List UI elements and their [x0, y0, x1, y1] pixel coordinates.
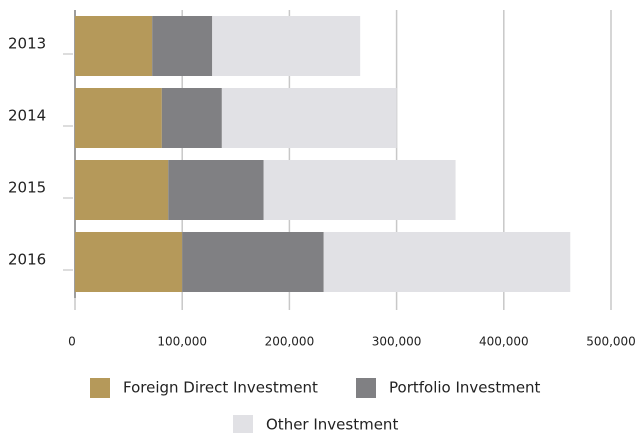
bar-segment: [161, 88, 222, 148]
y-tick-label: 2015: [8, 179, 46, 197]
x-tick-label: 400,000: [479, 335, 529, 349]
x-tick-label: 0: [68, 335, 76, 349]
legend-label: Portfolio Investment: [389, 379, 541, 397]
bar-segment: [168, 160, 264, 220]
bar-segment: [212, 16, 361, 76]
legend-swatch: [356, 378, 376, 398]
x-tick-label: 100,000: [157, 335, 207, 349]
x-tick-label: 300,000: [372, 335, 422, 349]
legend-swatch: [90, 378, 110, 398]
x-tick-label: 500,000: [586, 335, 636, 349]
bar-segment: [75, 232, 183, 292]
bar-segment: [182, 232, 324, 292]
legend-label: Other Investment: [266, 416, 398, 434]
y-tick-label: 2014: [8, 107, 46, 125]
bar-segment: [221, 88, 397, 148]
x-tick-label: 200,000: [265, 335, 315, 349]
bar-segment: [263, 160, 456, 220]
legend-swatch: [233, 415, 253, 435]
legend-label: Foreign Direct Investment: [123, 379, 318, 397]
bar-segment: [75, 88, 162, 148]
y-tick-label: 2016: [8, 251, 46, 269]
bar-segment: [75, 160, 169, 220]
bar-segment: [75, 16, 153, 76]
bar-segment: [152, 16, 213, 76]
y-tick-label: 2013: [8, 35, 46, 53]
bar-segment: [323, 232, 571, 292]
